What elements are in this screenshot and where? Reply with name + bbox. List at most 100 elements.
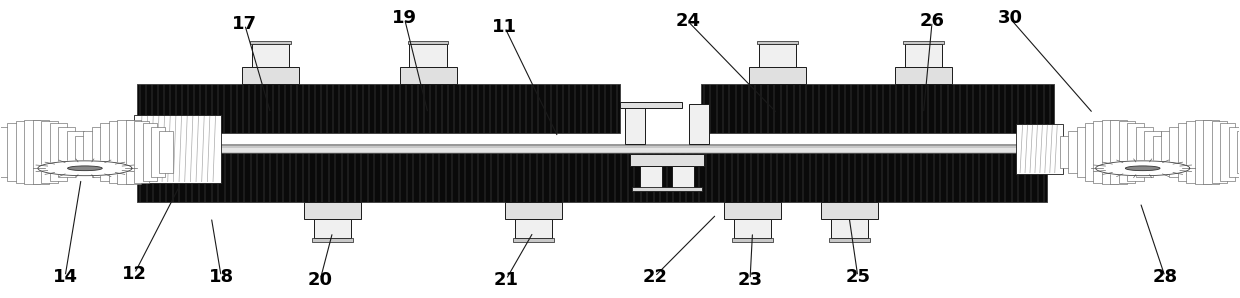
Bar	[1169, 127, 1187, 177]
Bar	[756, 41, 797, 44]
Bar	[125, 119, 141, 184]
Bar	[1203, 119, 1219, 184]
Bar	[1127, 123, 1145, 181]
Bar	[734, 219, 771, 238]
Bar	[732, 238, 773, 242]
Bar	[724, 202, 781, 219]
Bar	[1229, 127, 1240, 177]
Bar	[1094, 121, 1109, 183]
Bar	[1136, 127, 1153, 177]
Bar	[625, 104, 645, 144]
Bar	[632, 187, 702, 191]
Bar	[630, 154, 704, 166]
Bar	[160, 131, 172, 173]
Bar	[1085, 123, 1100, 181]
Bar	[828, 238, 869, 242]
Text: 28: 28	[1152, 268, 1178, 285]
Bar	[50, 123, 67, 181]
Text: 22: 22	[642, 268, 667, 285]
Bar	[304, 202, 361, 219]
Bar	[100, 123, 118, 181]
Text: 18: 18	[208, 268, 233, 285]
Bar	[672, 166, 694, 188]
Bar	[151, 127, 165, 177]
Bar	[1076, 127, 1090, 177]
Bar	[1178, 123, 1195, 181]
Bar	[515, 219, 552, 238]
Bar	[399, 66, 456, 84]
Bar	[1018, 136, 1058, 141]
Bar	[136, 153, 1048, 202]
Bar	[905, 44, 942, 66]
Bar	[133, 156, 172, 162]
Bar	[252, 44, 289, 66]
Bar	[74, 136, 92, 168]
Text: 17: 17	[232, 15, 257, 33]
Bar	[67, 131, 84, 173]
Bar	[314, 219, 351, 238]
Text: 14: 14	[52, 268, 78, 285]
Bar	[143, 123, 157, 181]
Bar	[250, 41, 291, 44]
Bar	[1211, 121, 1226, 183]
Bar	[1017, 124, 1064, 174]
Bar	[1153, 136, 1171, 168]
Bar	[701, 84, 1054, 133]
Bar	[134, 115, 221, 183]
Bar	[1018, 156, 1058, 162]
Bar	[831, 219, 868, 238]
Bar	[1068, 131, 1081, 173]
Bar	[1110, 119, 1126, 184]
Bar	[895, 66, 952, 84]
Text: 21: 21	[494, 271, 518, 288]
Bar	[1102, 119, 1117, 184]
Bar	[118, 119, 134, 184]
Text: 24: 24	[676, 13, 701, 30]
Text: 12: 12	[122, 265, 148, 283]
Bar	[409, 44, 446, 66]
Text: 20: 20	[308, 271, 332, 288]
Text: 23: 23	[738, 271, 763, 288]
Bar	[0, 127, 12, 177]
Bar	[1145, 131, 1162, 173]
Bar	[749, 66, 806, 84]
Bar	[513, 238, 554, 242]
Bar	[903, 41, 944, 44]
Bar	[134, 121, 149, 183]
Bar	[1238, 131, 1240, 173]
Bar	[58, 127, 76, 177]
Text: 25: 25	[846, 268, 870, 285]
Bar	[130, 144, 1060, 146]
Bar	[312, 238, 353, 242]
Bar	[620, 102, 682, 108]
Bar	[0, 131, 4, 173]
Bar	[505, 202, 562, 219]
Bar	[759, 44, 796, 66]
Bar	[242, 66, 299, 84]
Bar	[32, 119, 48, 184]
Bar	[408, 41, 449, 44]
Bar	[130, 144, 1060, 154]
Text: 11: 11	[492, 18, 517, 36]
Bar	[689, 104, 709, 144]
Bar	[109, 121, 125, 183]
Text: 30: 30	[998, 10, 1023, 27]
Bar	[133, 136, 172, 141]
Bar	[83, 131, 100, 173]
Bar	[41, 121, 58, 183]
Bar	[640, 166, 662, 188]
Ellipse shape	[1126, 166, 1161, 171]
Bar	[1060, 136, 1073, 168]
Polygon shape	[1096, 161, 1189, 176]
Polygon shape	[38, 161, 131, 176]
Bar	[1187, 121, 1203, 183]
Text: 19: 19	[392, 10, 417, 27]
Bar	[16, 121, 31, 183]
Bar	[136, 84, 620, 133]
Bar	[92, 127, 109, 177]
Text: 26: 26	[920, 13, 945, 30]
Bar	[1220, 123, 1235, 181]
Bar	[1161, 131, 1178, 173]
Ellipse shape	[67, 166, 102, 171]
Bar	[25, 119, 40, 184]
